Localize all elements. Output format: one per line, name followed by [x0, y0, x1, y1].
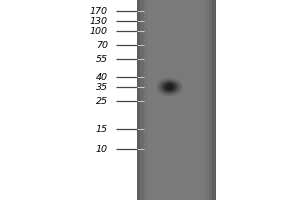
Ellipse shape — [164, 83, 175, 91]
Text: 170: 170 — [90, 6, 108, 16]
Bar — [136, 0, 144, 200]
Ellipse shape — [167, 85, 172, 89]
Bar — [136, 0, 147, 200]
Ellipse shape — [157, 78, 182, 96]
Ellipse shape — [166, 84, 173, 90]
Text: 70: 70 — [96, 40, 108, 49]
Bar — [212, 0, 216, 200]
Text: 100: 100 — [90, 26, 108, 36]
Bar — [209, 0, 216, 200]
Bar — [136, 0, 216, 200]
Bar — [136, 0, 140, 200]
Ellipse shape — [162, 82, 177, 92]
Text: 15: 15 — [96, 124, 108, 134]
Text: 10: 10 — [96, 144, 108, 154]
Text: 40: 40 — [96, 72, 108, 82]
Bar — [205, 0, 216, 200]
Text: 25: 25 — [96, 97, 108, 106]
Ellipse shape — [159, 80, 180, 94]
Text: 35: 35 — [96, 83, 108, 92]
Text: 130: 130 — [90, 17, 108, 25]
Text: 55: 55 — [96, 54, 108, 64]
